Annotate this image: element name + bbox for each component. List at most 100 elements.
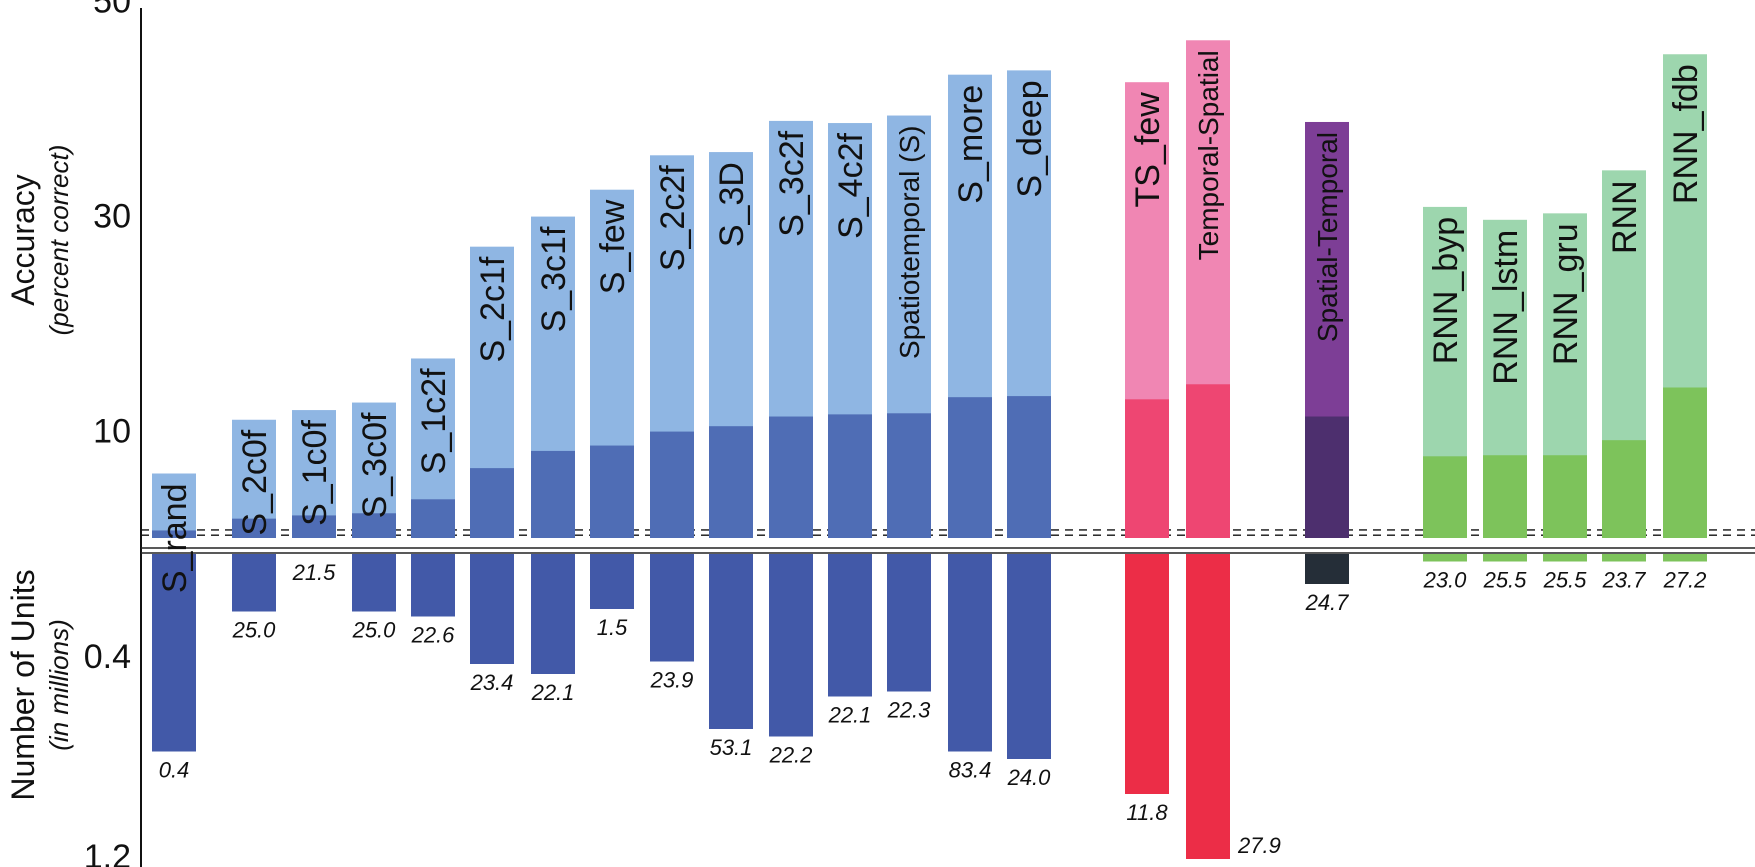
units-bar [1663,554,1707,562]
category-label: Temporal-Spatial [1193,50,1224,260]
units-bar [1186,554,1230,859]
value-label: 25.5 [1543,568,1588,593]
value-label: 27.9 [1237,833,1281,858]
category-label: S_deep [1011,80,1049,197]
category-label: S_3D [713,162,751,247]
bars [152,40,1707,859]
value-label: 53.1 [710,735,753,760]
category-label: RNN_gru [1547,223,1585,365]
accuracy-bar-inner [470,468,514,538]
y-axis-title: Number of Units [5,569,41,800]
y-tick-label: 0.4 [84,638,131,676]
units-bar [531,554,575,674]
accuracy-bar-inner [590,445,634,538]
accuracy-bar-inner [411,499,455,538]
units-bar [650,554,694,662]
category-label: S_2c1f [474,256,512,362]
y-tick-label: 1.2 [84,838,131,867]
category-label: S_rand [156,484,194,594]
accuracy-bar-inner [650,431,694,538]
units-bar [948,554,992,752]
axes: 10 30 50 0.4 1.2 Accuracy (percent correct) Num… [5,0,1755,867]
y-tick-label: 30 [93,198,131,236]
units-bar [232,554,276,612]
units-bar [1423,554,1467,562]
accuracy-bar-inner [1483,455,1527,538]
accuracy-bar [152,473,196,538]
value-label: 23.7 [1602,568,1647,593]
units-bar [152,554,196,752]
category-label: TS_few [1129,92,1167,208]
value-label: 25.0 [232,618,277,643]
value-label: 27.2 [1663,568,1707,593]
units-bar [709,554,753,729]
y-axis-title: Accuracy [5,174,41,306]
units-bar [1602,554,1646,562]
value-label: 22.1 [828,703,872,728]
accuracy-bar-inner [1543,455,1587,538]
value-label: 22.6 [411,623,456,648]
category-label: Spatiotemporal (S) [894,126,925,359]
category-label: RNN_byp [1427,217,1465,364]
value-label: 11.8 [1126,800,1168,825]
value-label: 83.4 [949,758,992,783]
category-label: Spatial-Temporal [1312,132,1343,342]
category-label: S_3c2f [773,130,811,236]
value-label: 23.9 [650,668,694,693]
accuracy-bar-inner [1663,387,1707,538]
category-label: S_2c0f [236,429,274,535]
value-label: 22.3 [887,698,932,723]
value-label: 22.1 [531,680,575,705]
units-bar [352,554,396,612]
y-tick-label: 50 [93,0,131,21]
labels: S_rand 0.4 S_2c0f 25.0 S_1c0f 21.5 S_3c0f 25.0 S… [156,50,1706,858]
category-label: RNN [1606,180,1644,254]
units-bar [411,554,455,617]
value-label: 22.2 [769,743,813,768]
accuracy-bar [232,419,276,538]
units-bar [470,554,514,664]
category-label: S_more [952,85,990,204]
value-label: 25.5 [1483,568,1528,593]
accuracy-bar-inner [1007,396,1051,538]
value-label: 24.0 [1007,765,1052,790]
accuracy-bar-inner [1125,399,1169,538]
units-bar [1543,554,1587,562]
value-label: 21.5 [292,560,337,585]
accuracy-bar-inner [709,426,753,538]
accuracy-bar-inner [769,416,813,538]
accuracy-bar-inner [152,530,196,538]
value-label: 24.7 [1305,590,1350,615]
accuracy-bar-inner [1423,456,1467,538]
accuracy-bar-inner [1602,440,1646,538]
accuracy-bar-inner [531,450,575,538]
category-label: RNN_fdb [1667,64,1705,204]
category-label: S_2c2f [654,165,692,271]
accuracy-bar-inner [352,513,396,538]
y-axis-subtitle: (in millions) [44,619,74,750]
value-label: 0.4 [159,758,190,783]
category-label: S_1c2f [415,368,453,474]
units-bar [590,554,634,609]
category-label: S_3c1f [535,226,573,332]
accuracy-bar-inner [828,414,872,538]
accuracy-bar-inner [1186,384,1230,538]
value-label: 23.0 [1423,568,1468,593]
units-bar [1125,554,1169,794]
category-label: S_4c2f [832,133,870,239]
accuracy-bar-inner [948,397,992,538]
accuracy-bar-inner [887,413,931,538]
units-bar [1305,554,1349,584]
value-label: 25.0 [352,618,397,643]
y-tick-label: 10 [93,413,131,451]
units-bar [828,554,872,697]
units-bar [887,554,931,692]
accuracy-bar-inner [1305,416,1349,538]
units-bar [1007,554,1051,759]
category-label: S_1c0f [296,420,334,526]
y-axis-subtitle: (percent correct) [44,145,74,336]
units-bar [769,554,813,737]
value-label: 23.4 [470,670,514,695]
value-label: 1.5 [597,615,628,640]
